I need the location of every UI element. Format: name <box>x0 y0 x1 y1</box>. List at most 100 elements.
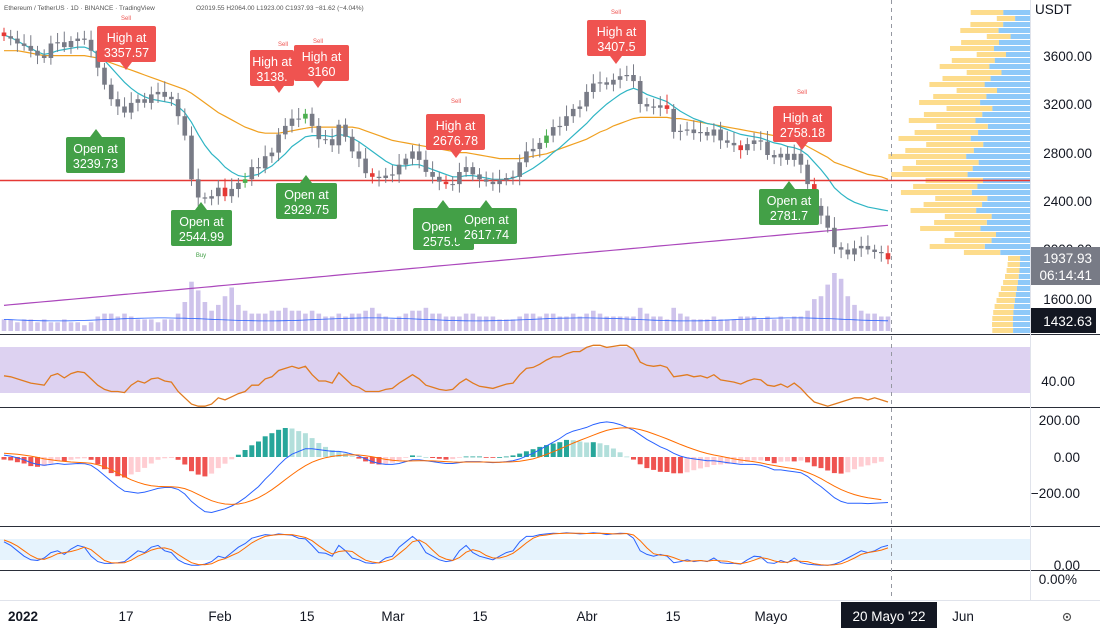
macd-histogram-bar <box>302 433 308 457</box>
profile-bar <box>986 94 1030 99</box>
profile-bar <box>994 304 1014 309</box>
volume-bar <box>416 310 422 331</box>
time-tick: Abr <box>576 609 598 624</box>
macd-histogram-bar <box>189 457 194 472</box>
macd-histogram-bar <box>718 457 724 465</box>
macd-histogram-bar <box>523 451 529 457</box>
profile-bar <box>1012 322 1030 327</box>
macd-histogram-bar <box>798 457 804 461</box>
macd-histogram-bar <box>490 457 496 458</box>
macd-histogram-bar <box>610 448 616 457</box>
volume-bar <box>591 310 596 331</box>
candle-body <box>872 249 877 252</box>
open-annotation: Open at 3239.73 <box>66 129 125 173</box>
volume-bar <box>82 325 87 331</box>
volume-bar <box>343 316 348 331</box>
volume-bar <box>283 307 288 331</box>
macd-histogram-bar <box>878 457 884 462</box>
stoch-tick: 0.00% <box>1039 572 1077 587</box>
profile-bar <box>916 160 979 165</box>
candle-body <box>745 144 750 151</box>
macd-histogram-bar <box>597 443 603 457</box>
volume-bar <box>711 316 717 331</box>
macd-histogram-bar <box>456 457 462 458</box>
candle-body <box>15 38 20 44</box>
volume-bar <box>443 316 449 331</box>
profile-bar <box>923 112 983 117</box>
volume-bar <box>209 310 214 331</box>
profile-bar <box>942 76 991 81</box>
candle-body <box>658 105 663 108</box>
candle-body <box>216 187 221 197</box>
volume-bar <box>8 319 13 331</box>
volume-bar <box>791 316 797 331</box>
volume-bar <box>370 307 375 331</box>
svg-text:Open at: Open at <box>179 215 224 229</box>
volume-bar <box>115 316 121 331</box>
macd-histogram-bar <box>624 456 630 458</box>
macd-histogram-bar <box>704 457 710 468</box>
macd-histogram-bar <box>148 457 154 464</box>
macd-histogram-bar <box>108 457 114 474</box>
volume-bar <box>544 313 549 331</box>
volume-bar <box>457 316 462 331</box>
macd-histogram-bar <box>262 436 268 457</box>
volume-bar <box>390 319 395 331</box>
volume-bar <box>885 316 891 331</box>
macd-histogram-bar <box>497 457 503 458</box>
candle-body <box>671 108 676 132</box>
volume-bar <box>256 313 261 331</box>
candle-body <box>698 132 703 134</box>
svg-text:2617.74: 2617.74 <box>464 228 509 242</box>
profile-bar <box>984 82 1030 87</box>
macd-histogram-bar <box>838 457 844 474</box>
macd-histogram-bar <box>510 455 516 457</box>
profile-bar <box>996 232 1030 237</box>
candle-body <box>229 188 234 197</box>
macd-histogram-bar <box>791 457 797 462</box>
candle-body <box>584 91 589 107</box>
volume-bar <box>658 316 663 331</box>
profile-bar <box>913 184 978 189</box>
profile-bar <box>956 88 997 93</box>
volume-bar <box>155 322 161 331</box>
candle-body <box>684 129 690 131</box>
profile-bar <box>966 70 1002 75</box>
candle-body <box>390 174 395 176</box>
high-annotation: High at 3357.57 Sell <box>97 16 156 70</box>
macd-histogram-bar <box>88 457 94 460</box>
macd-histogram-bar <box>242 450 248 457</box>
long-ma-line <box>3 224 889 306</box>
macd-histogram-bar <box>564 439 569 457</box>
stochastic-panel <box>0 532 1030 566</box>
volume-bar <box>530 313 536 331</box>
macd-histogram-bar <box>671 457 677 474</box>
macd-histogram-bar <box>858 457 864 467</box>
profile-bar <box>1014 298 1030 303</box>
volume-bar <box>597 313 603 331</box>
macd-histogram-bar <box>175 457 181 460</box>
volume-bar <box>410 310 415 331</box>
macd-histogram-bar <box>517 453 523 457</box>
macd-histogram-bar <box>811 457 817 467</box>
macd-histogram-bar <box>818 457 824 469</box>
volume-bar <box>818 296 824 331</box>
macd-histogram-bar <box>865 457 871 466</box>
svg-text:High at: High at <box>436 119 476 133</box>
profile-bar <box>984 244 1030 249</box>
candle-body <box>403 158 409 165</box>
macd-histogram-bar <box>229 457 235 460</box>
signal-line <box>3 427 882 505</box>
profile-bar <box>986 34 1011 39</box>
candle-body <box>664 105 670 109</box>
candle-body <box>550 127 556 136</box>
volume-bar <box>745 316 750 331</box>
svg-text:Open at: Open at <box>73 142 118 156</box>
candle-body <box>530 148 536 152</box>
candle-body <box>838 247 844 250</box>
macd-histogram-bar <box>544 445 549 457</box>
time-tick: Mayo <box>754 609 787 624</box>
gear-icon[interactable] <box>1062 612 1072 622</box>
svg-text:Sell: Sell <box>797 90 807 96</box>
